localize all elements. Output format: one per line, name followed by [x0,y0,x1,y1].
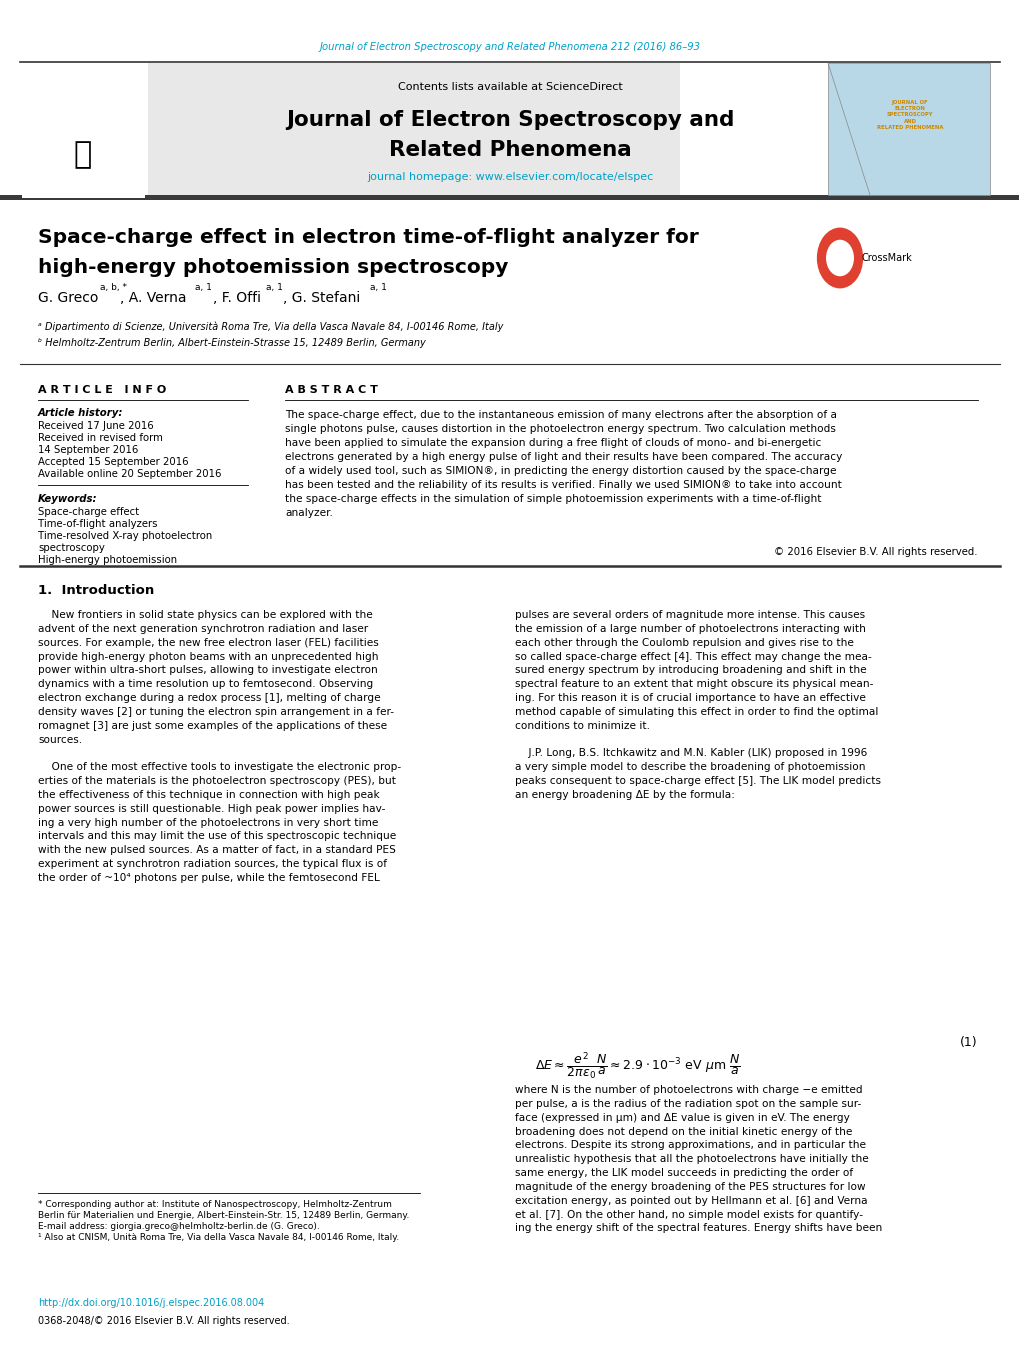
Text: where N is the number of photoelectrons with charge −e emitted
per pulse, a is t: where N is the number of photoelectrons … [515,1085,881,1233]
Circle shape [826,240,853,276]
Text: ELSEVIER: ELSEVIER [35,168,115,182]
Text: * Corresponding author at: Institute of Nanospectroscopy, Helmholtz-Zentrum: * Corresponding author at: Institute of … [38,1200,391,1209]
Text: Time-of-flight analyzers: Time-of-flight analyzers [38,519,157,530]
Text: Received 17 June 2016: Received 17 June 2016 [38,422,154,431]
Text: Received in revised form: Received in revised form [38,434,163,443]
Bar [22,63,145,199]
Text: Related Phenomena: Related Phenomena [388,141,631,159]
Bar [0,195,1019,200]
Text: a, 1: a, 1 [266,282,282,292]
Text: © 2016 Elsevier B.V. All rights reserved.: © 2016 Elsevier B.V. All rights reserved… [773,547,977,557]
Text: JOURNAL OF
ELECTRON
SPECTROSCOPY
AND
RELATED PHENOMENA: JOURNAL OF ELECTRON SPECTROSCOPY AND REL… [876,100,943,130]
Text: 🌳: 🌳 [73,141,92,169]
Text: Keywords:: Keywords: [38,494,98,504]
Text: CrossMark: CrossMark [861,253,912,263]
Text: 0368-2048/© 2016 Elsevier B.V. All rights reserved.: 0368-2048/© 2016 Elsevier B.V. All right… [38,1316,289,1325]
Text: , A. Verna: , A. Verna [120,290,186,305]
Text: journal homepage: www.elsevier.com/locate/elspec: journal homepage: www.elsevier.com/locat… [367,172,652,182]
Text: Contents lists available at ScienceDirect: Contents lists available at ScienceDirec… [397,82,622,92]
Text: 1.  Introduction: 1. Introduction [38,584,154,597]
Text: A R T I C L E   I N F O: A R T I C L E I N F O [38,385,166,394]
Text: http://dx.doi.org/10.1016/j.elspec.2016.08.004: http://dx.doi.org/10.1016/j.elspec.2016.… [38,1298,264,1308]
Text: Journal of Electron Spectroscopy and: Journal of Electron Spectroscopy and [285,109,734,130]
Bar [148,63,680,195]
Text: Available online 20 September 2016: Available online 20 September 2016 [38,469,221,480]
Text: ᵃ Dipartimento di Scienze, Università Roma Tre, Via della Vasca Navale 84, I-001: ᵃ Dipartimento di Scienze, Università Ro… [38,322,503,332]
Text: a, 1: a, 1 [195,282,212,292]
Text: high-energy photoemission spectroscopy: high-energy photoemission spectroscopy [38,258,507,277]
Text: Space-charge effect: Space-charge effect [38,507,140,517]
Text: pulses are several orders of magnitude more intense. This causes
the emission of: pulses are several orders of magnitude m… [515,611,880,800]
Text: A B S T R A C T: A B S T R A C T [284,385,377,394]
Text: spectroscopy: spectroscopy [38,543,105,553]
Text: Berlin für Materialien und Energie, Albert-Einstein-Str. 15, 12489 Berlin, Germa: Berlin für Materialien und Energie, Albe… [38,1210,409,1220]
Text: a, 1: a, 1 [370,282,386,292]
Text: 14 September 2016: 14 September 2016 [38,444,139,455]
Text: Time-resolved X-ray photoelectron: Time-resolved X-ray photoelectron [38,531,212,540]
Text: G. Greco: G. Greco [38,290,98,305]
Text: , F. Offi: , F. Offi [213,290,261,305]
Text: , G. Stefani: , G. Stefani [282,290,360,305]
Text: ¹ Also at CNISM, Unità Roma Tre, Via della Vasca Navale 84, I-00146 Rome, Italy.: ¹ Also at CNISM, Unità Roma Tre, Via del… [38,1233,398,1242]
Bar [827,63,989,195]
Circle shape [817,228,862,288]
Text: (1): (1) [960,1036,977,1050]
Text: Space-charge effect in electron time-of-flight analyzer for: Space-charge effect in electron time-of-… [38,228,698,247]
Text: New frontiers in solid state physics can be explored with the
advent of the next: New frontiers in solid state physics can… [38,611,400,884]
Text: $\Delta E \approx \dfrac{e^2}{2\pi\varepsilon_0} \dfrac{N}{a} \approx 2.9 \cdot : $\Delta E \approx \dfrac{e^2}{2\pi\varep… [535,1050,741,1082]
Text: Article history:: Article history: [38,408,123,417]
Text: High-energy photoemission: High-energy photoemission [38,555,177,565]
Text: Journal of Electron Spectroscopy and Related Phenomena 212 (2016) 86–93: Journal of Electron Spectroscopy and Rel… [319,42,700,51]
Text: a, b, *: a, b, * [100,282,127,292]
Text: E-mail address: giorgia.greco@helmholtz-berlin.de (G. Greco).: E-mail address: giorgia.greco@helmholtz-… [38,1223,319,1231]
Text: Accepted 15 September 2016: Accepted 15 September 2016 [38,457,189,467]
Text: The space-charge effect, due to the instantaneous emission of many electrons aft: The space-charge effect, due to the inst… [284,409,842,517]
Text: ᵇ Helmholtz-Zentrum Berlin, Albert-Einstein-Strasse 15, 12489 Berlin, Germany: ᵇ Helmholtz-Zentrum Berlin, Albert-Einst… [38,338,425,349]
